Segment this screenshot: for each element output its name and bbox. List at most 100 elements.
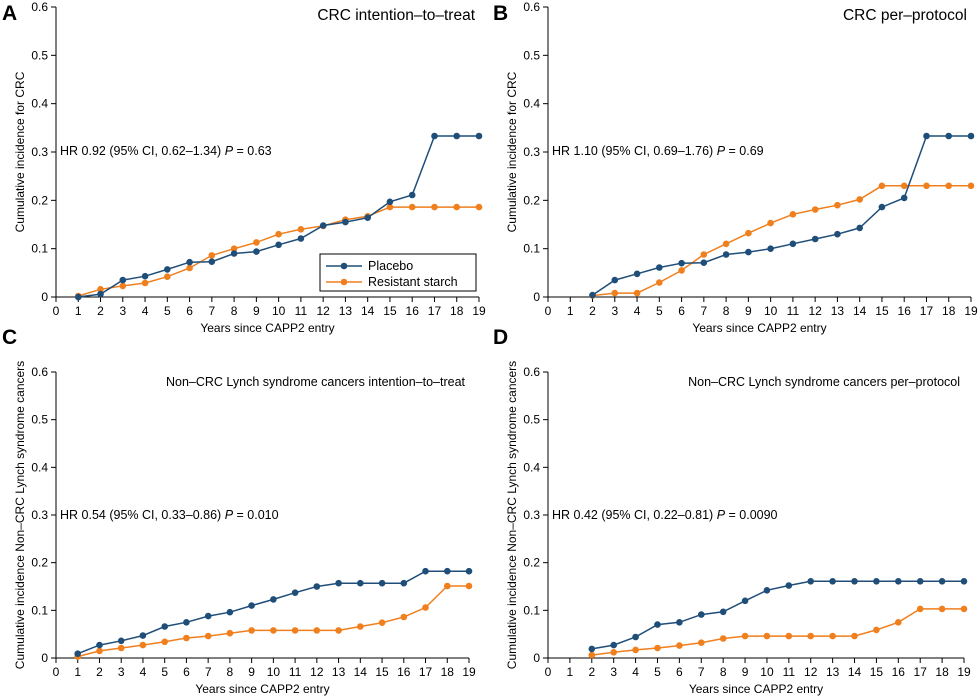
x-tick-label: 1 bbox=[567, 665, 574, 679]
hr-text: HR 0.92 (95% CI, 0.62–1.34) bbox=[60, 144, 225, 158]
x-tick-label: 12 bbox=[804, 665, 818, 679]
data-point-placebo bbox=[444, 567, 451, 575]
hazard-ratio-annotation: HR 0.92 (95% CI, 0.62–1.34) P = 0.63 bbox=[60, 144, 272, 158]
data-point-placebo bbox=[408, 191, 416, 199]
data-point-starch bbox=[230, 245, 238, 252]
data-point-starch bbox=[204, 632, 212, 640]
data-point-starch bbox=[632, 646, 639, 654]
x-tick-label: 13 bbox=[831, 304, 845, 318]
x-tick-label: 16 bbox=[892, 665, 906, 679]
x-tick-label: 14 bbox=[853, 304, 867, 318]
data-point-placebo bbox=[834, 230, 841, 238]
x-tick-label: 1 bbox=[74, 665, 81, 679]
data-point-placebo bbox=[139, 632, 147, 639]
y-tick-label: 0 bbox=[533, 290, 540, 304]
x-tick-label: 3 bbox=[118, 665, 125, 679]
x-tick-label: 16 bbox=[397, 665, 411, 679]
data-point-starch bbox=[829, 632, 836, 640]
x-tick-label: 11 bbox=[295, 304, 308, 318]
panel-letter: C bbox=[2, 326, 17, 349]
series-line-placebo bbox=[592, 135, 971, 296]
data-point-placebo bbox=[923, 132, 930, 140]
x-tick-label: 12 bbox=[808, 304, 822, 318]
data-point-placebo bbox=[851, 578, 858, 585]
x-tick-label: 17 bbox=[428, 304, 442, 318]
data-point-starch bbox=[588, 651, 596, 659]
data-point-starch bbox=[453, 203, 461, 211]
data-point-placebo bbox=[900, 194, 908, 202]
x-tick-label: 12 bbox=[310, 665, 324, 679]
legend-label-starch: Resistant starch bbox=[368, 275, 458, 289]
data-point-placebo bbox=[589, 291, 596, 299]
x-tick-label: 7 bbox=[208, 304, 215, 318]
data-point-starch bbox=[164, 273, 171, 281]
series-line-placebo bbox=[591, 580, 964, 650]
data-point-starch bbox=[431, 203, 438, 211]
x-tick-label: 19 bbox=[462, 665, 476, 679]
data-point-placebo bbox=[253, 248, 260, 255]
y-tick-label: 0.4 bbox=[523, 460, 540, 474]
x-tick-label: 19 bbox=[957, 665, 971, 679]
x-tick-label: 5 bbox=[656, 304, 663, 318]
x-tick-label: 0 bbox=[53, 304, 60, 318]
y-tick-label: 0.6 bbox=[31, 365, 48, 379]
panel-title: Non–CRC Lynch syndrome cancers per–proto… bbox=[688, 375, 960, 389]
x-tick-label: 8 bbox=[227, 665, 234, 679]
data-point-starch bbox=[785, 632, 793, 640]
p-value: = 0.0090 bbox=[725, 508, 778, 522]
x-axis-title: Years since CAPP2 entry bbox=[200, 321, 334, 335]
x-tick-label: 4 bbox=[140, 665, 147, 679]
legend-marker-starch bbox=[340, 278, 348, 286]
p-label: P bbox=[225, 508, 234, 522]
data-point-starch bbox=[722, 240, 730, 248]
panel-title: Non–CRC Lynch syndrome cancers intention… bbox=[166, 375, 466, 389]
x-tick-label: 19 bbox=[964, 304, 978, 318]
panel-title: CRC intention–to–treat bbox=[317, 7, 475, 24]
y-tick-label: 0.4 bbox=[523, 97, 540, 111]
data-point-placebo bbox=[378, 579, 386, 587]
data-point-placebo bbox=[895, 578, 902, 585]
data-point-starch bbox=[357, 623, 364, 630]
data-point-placebo bbox=[807, 578, 814, 585]
y-axis-title: Cumulative incidence for CRC bbox=[505, 71, 519, 232]
data-point-starch bbox=[873, 626, 880, 634]
x-tick-label: 1 bbox=[75, 304, 82, 318]
x-axis-title: Years since CAPP2 entry bbox=[692, 321, 826, 335]
data-point-starch bbox=[253, 239, 260, 246]
data-point-starch bbox=[386, 203, 394, 211]
data-point-placebo bbox=[291, 589, 299, 596]
data-point-starch bbox=[719, 635, 727, 642]
x-axis-title: Years since CAPP2 entry bbox=[689, 682, 823, 696]
data-point-placebo bbox=[335, 579, 342, 587]
data-point-starch bbox=[960, 605, 968, 613]
x-tick-label: 6 bbox=[186, 304, 193, 318]
y-tick-label: 0.2 bbox=[523, 193, 540, 207]
data-point-placebo bbox=[767, 245, 774, 252]
p-value: = 0.63 bbox=[233, 144, 272, 158]
data-point-starch bbox=[186, 264, 193, 272]
panel-a: A CRC intention–to–treat 0 0.1 0.2 0.3 0.4 0.5 0… bbox=[2, 0, 486, 335]
data-point-placebo bbox=[967, 132, 975, 140]
data-point-starch bbox=[789, 211, 797, 218]
series-line-starch bbox=[591, 608, 964, 656]
x-tick-label: 15 bbox=[383, 304, 397, 318]
x-tick-label: 15 bbox=[375, 665, 389, 679]
data-point-starch bbox=[856, 196, 863, 203]
x-tick-label: 5 bbox=[164, 304, 171, 318]
x-tick-label: 2 bbox=[97, 304, 104, 318]
data-point-starch bbox=[900, 182, 908, 190]
data-point-placebo bbox=[342, 218, 349, 226]
data-point-starch bbox=[96, 647, 103, 655]
x-tick-label: 2 bbox=[588, 665, 595, 679]
y-axis-title: Cumulative incidence Non–CRC Lynch syndr… bbox=[505, 361, 519, 669]
panel-d: D Non–CRC Lynch syndrome cancers per–prot… bbox=[493, 326, 971, 696]
x-tick-label: 9 bbox=[248, 665, 255, 679]
data-point-placebo bbox=[700, 259, 708, 267]
data-point-placebo bbox=[313, 583, 321, 590]
x-tick-label: 13 bbox=[332, 665, 346, 679]
data-point-placebo bbox=[945, 132, 952, 140]
panel-title: CRC per–protocol bbox=[843, 7, 967, 24]
hr-text: HR 0.42 (95% CI, 0.22–0.81) bbox=[552, 508, 717, 522]
data-point-placebo bbox=[319, 222, 327, 229]
data-point-starch bbox=[656, 279, 663, 286]
